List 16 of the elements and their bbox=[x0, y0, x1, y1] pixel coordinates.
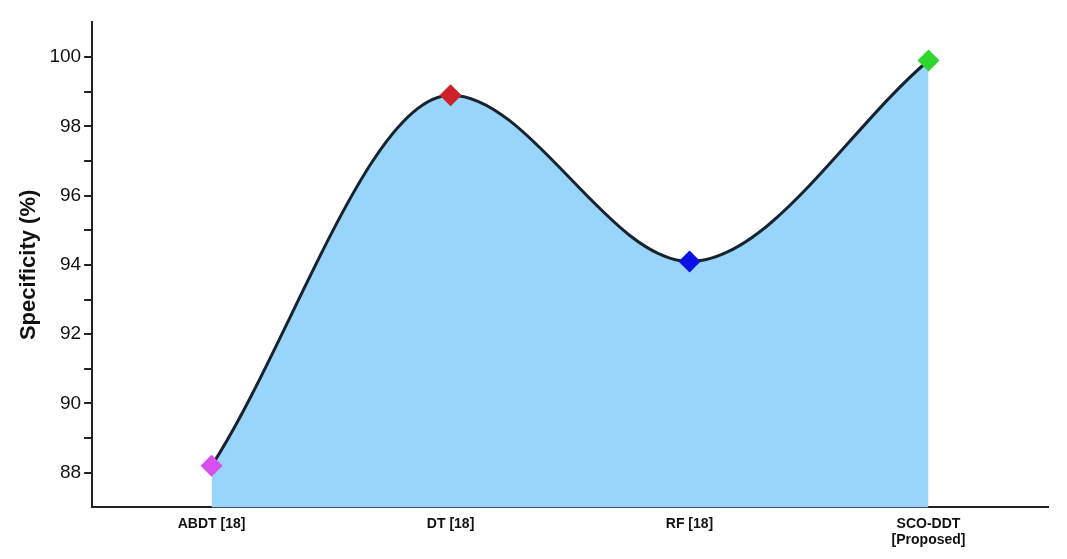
point bbox=[439, 84, 462, 107]
y-axis-title: Specificity (%) bbox=[15, 189, 41, 341]
y-tick-label: 88 bbox=[59, 460, 82, 482]
x-tick-label: SCO-DDT [Proposed] bbox=[891, 514, 966, 548]
y-tick-label: 100 bbox=[49, 45, 82, 67]
point bbox=[917, 49, 940, 72]
point bbox=[678, 250, 701, 273]
point bbox=[200, 454, 223, 477]
x-tick-label: RF [18] bbox=[665, 514, 714, 531]
y-tick-label: 92 bbox=[59, 322, 82, 344]
y-tick-label: 94 bbox=[59, 253, 82, 275]
y-tick-label: 96 bbox=[59, 183, 82, 205]
y-tick-label: 98 bbox=[59, 114, 82, 136]
x-tick-label: DT [18] bbox=[426, 514, 475, 531]
x-tick-label: ABDT [18] bbox=[177, 514, 246, 531]
y-tick-label: 90 bbox=[59, 391, 82, 413]
